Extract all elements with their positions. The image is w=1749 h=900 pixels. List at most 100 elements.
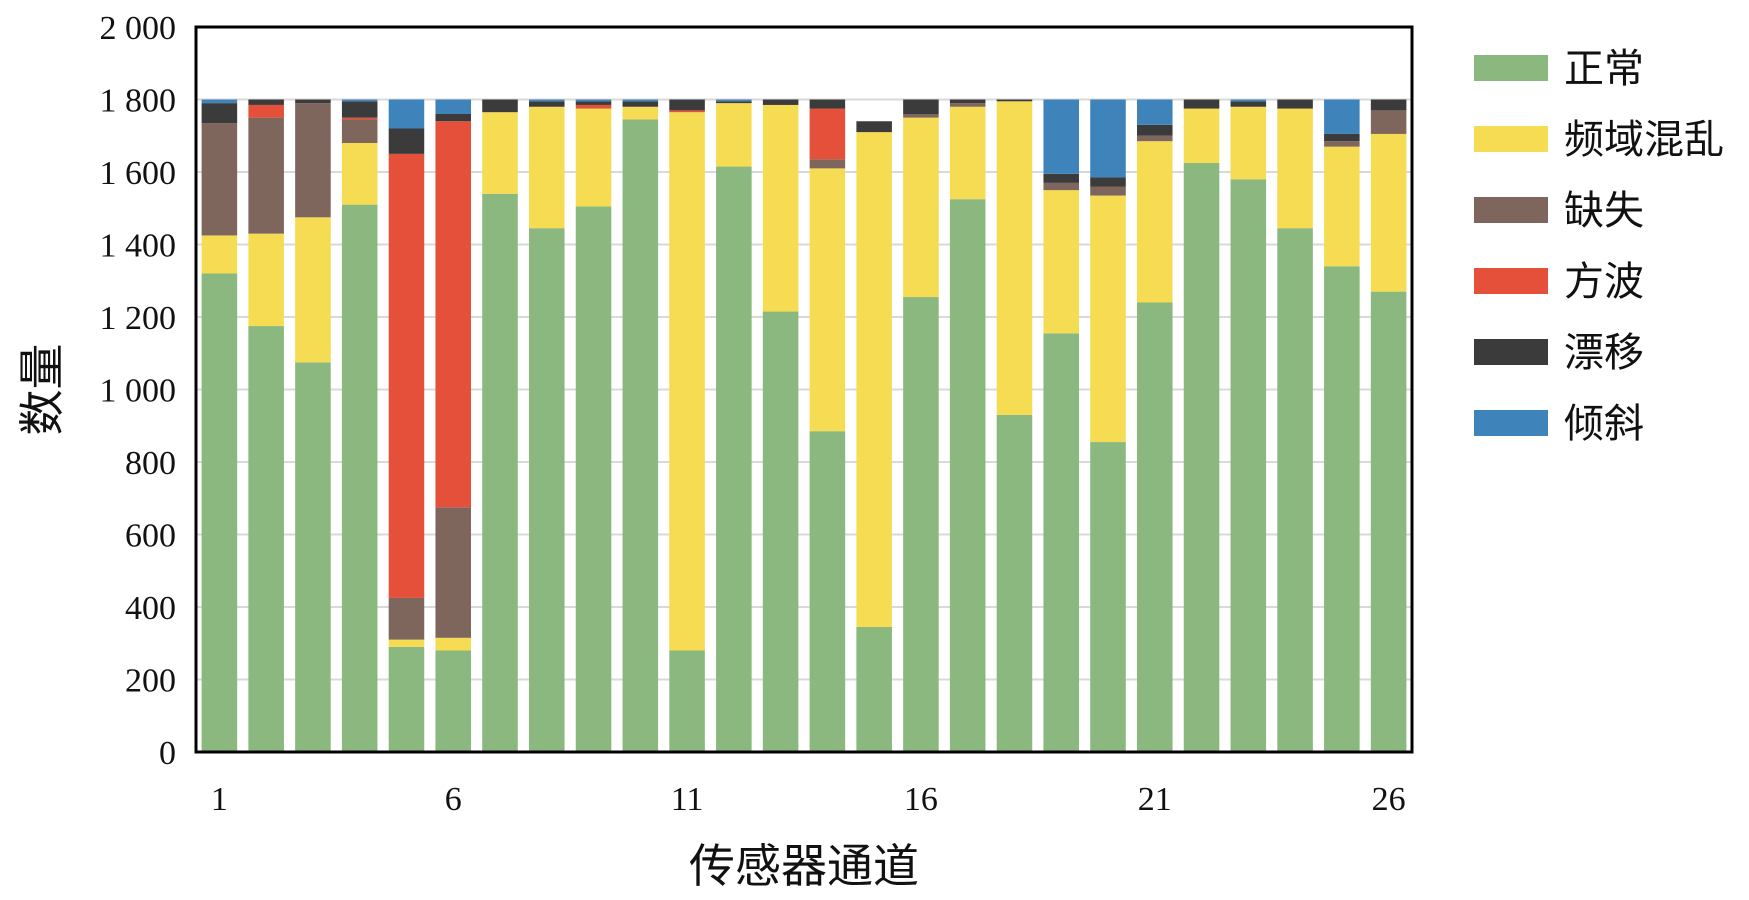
bar-segment-ch20-s2 — [1090, 186, 1126, 196]
bar-segment-ch5-s2 — [388, 597, 425, 640]
y-tick-label: 200 — [125, 663, 176, 700]
bar-segment-ch17-s0 — [949, 199, 986, 752]
bar-segment-ch6-s1 — [435, 637, 472, 651]
bar-segment-ch18-s0 — [996, 414, 1033, 752]
bar-segment-ch11-s1 — [669, 112, 705, 651]
bar-segment-ch19-s5 — [1043, 99, 1080, 174]
bar-segment-ch10-s0 — [622, 119, 659, 752]
bar-segment-ch7-s0 — [482, 193, 518, 752]
bar-segment-ch13-s0 — [762, 311, 799, 752]
legend-swatch — [1474, 197, 1548, 223]
bar-segment-ch5-s0 — [388, 646, 425, 752]
bar-segment-ch24-s1 — [1277, 108, 1313, 229]
y-tick-label: 1 400 — [100, 228, 177, 265]
bar-segment-ch21-s5 — [1136, 99, 1173, 125]
bar-segment-ch11-s0 — [669, 650, 705, 752]
bar-segment-ch24-s0 — [1277, 228, 1313, 752]
bar-segment-ch2-s1 — [248, 233, 284, 327]
bar-segment-ch2-s4 — [248, 99, 284, 105]
bar-segment-ch25-s2 — [1324, 141, 1360, 147]
bar-segment-ch15-s0 — [856, 626, 892, 752]
bar-segment-ch26-s0 — [1370, 291, 1407, 752]
legend-label: 漂移 — [1564, 330, 1644, 376]
bar-segment-ch22-s0 — [1183, 162, 1220, 752]
bar-segment-ch25-s1 — [1324, 146, 1360, 267]
bar-segment-ch16-s2 — [903, 114, 939, 118]
bar-segment-ch8-s5 — [528, 99, 565, 102]
bar-segment-ch6-s2 — [435, 507, 472, 638]
legend-label: 正常 — [1564, 46, 1644, 92]
bar-segment-ch17-s4 — [949, 99, 986, 104]
legend-swatch — [1474, 339, 1548, 365]
x-tick-label: 1 — [211, 781, 228, 818]
bar-segment-ch26-s2 — [1370, 110, 1407, 134]
x-axis-ticks: 1 6 11 16 21 26 — [211, 781, 1406, 818]
bar-segment-ch17-s2 — [949, 103, 986, 107]
bar-segment-ch21-s0 — [1136, 302, 1173, 752]
bar-segment-ch14-s4 — [809, 99, 846, 109]
legend-swatch — [1474, 126, 1548, 152]
y-tick-label: 1 600 — [100, 155, 177, 192]
x-tick-label: 21 — [1138, 781, 1172, 818]
bar-segment-ch11-s3 — [669, 110, 705, 113]
bar-segment-ch1-s2 — [201, 123, 238, 236]
x-tick-label: 26 — [1372, 781, 1406, 818]
bar-segment-ch16-s1 — [903, 117, 939, 298]
bar-segment-ch3-s0 — [295, 362, 331, 752]
bar-segment-ch25-s5 — [1324, 99, 1360, 134]
bar-segment-ch12-s5 — [716, 99, 752, 102]
bar-segment-ch4-s1 — [341, 143, 378, 205]
bar-segment-ch20-s1 — [1090, 195, 1126, 443]
bar-segment-ch9-s4 — [575, 101, 612, 105]
bar-segment-ch2-s3 — [248, 104, 284, 118]
y-tick-label: 800 — [125, 445, 176, 482]
bar-segment-ch4-s4 — [341, 101, 378, 118]
legend-swatch — [1474, 410, 1548, 436]
y-tick-label: 1 000 — [100, 373, 177, 410]
bar-segment-ch9-s0 — [575, 206, 612, 752]
bar-segment-ch21-s1 — [1136, 141, 1173, 303]
bar-segment-ch18-s4 — [996, 99, 1033, 102]
bar-segment-ch21-s2 — [1136, 135, 1173, 142]
bar-segment-ch19-s1 — [1043, 190, 1080, 334]
bar-segment-ch23-s0 — [1230, 179, 1267, 752]
bar-segment-ch19-s4 — [1043, 173, 1080, 183]
x-tick-label: 11 — [671, 781, 704, 818]
y-tick-label: 0 — [159, 735, 176, 772]
bar-segment-ch8-s1 — [528, 106, 565, 229]
bar-segment-ch23-s1 — [1230, 106, 1267, 180]
bar-segment-ch15-s1 — [856, 132, 892, 627]
bar-segment-ch13-s4 — [762, 99, 799, 105]
bar-segment-ch13-s1 — [762, 104, 799, 312]
bar-segment-ch4-s3 — [341, 117, 378, 120]
bar-segment-ch1-s0 — [201, 273, 238, 752]
bar-segment-ch5-s3 — [388, 153, 425, 598]
x-tick-label: 16 — [904, 781, 938, 818]
bar-segment-ch19-s2 — [1043, 182, 1080, 191]
bar-segment-ch9-s1 — [575, 108, 612, 207]
bar-segment-ch24-s4 — [1277, 99, 1313, 109]
gridlines — [196, 98, 1412, 681]
bar-segment-ch12-s4 — [716, 101, 752, 104]
legend-label: 缺失 — [1564, 188, 1644, 234]
y-tick-label: 1 800 — [100, 83, 177, 120]
x-axis-title: 传感器通道 — [689, 839, 919, 893]
bar-segment-ch1-s4 — [201, 103, 238, 124]
bar-segment-ch3-s4 — [295, 99, 331, 104]
bar-segment-ch6-s0 — [435, 650, 472, 752]
bar-segment-ch23-s5 — [1230, 99, 1267, 102]
bar-segment-ch4-s2 — [341, 119, 378, 143]
bar-segment-ch5-s5 — [388, 99, 425, 129]
bar-segment-ch4-s0 — [341, 204, 378, 752]
bar-segment-ch14-s0 — [809, 431, 846, 752]
bar-segment-ch26-s4 — [1370, 99, 1407, 111]
bar-segment-ch10-s4 — [622, 101, 659, 107]
bar-segment-ch3-s2 — [295, 103, 331, 218]
bar-segment-ch9-s5 — [575, 99, 612, 102]
bar-segment-ch25-s4 — [1324, 133, 1360, 142]
bar-segment-ch14-s3 — [809, 108, 846, 160]
bar-segment-ch1-s1 — [201, 235, 238, 274]
bar-segment-ch12-s1 — [716, 103, 752, 167]
bar-segment-ch15-s4 — [856, 121, 892, 133]
